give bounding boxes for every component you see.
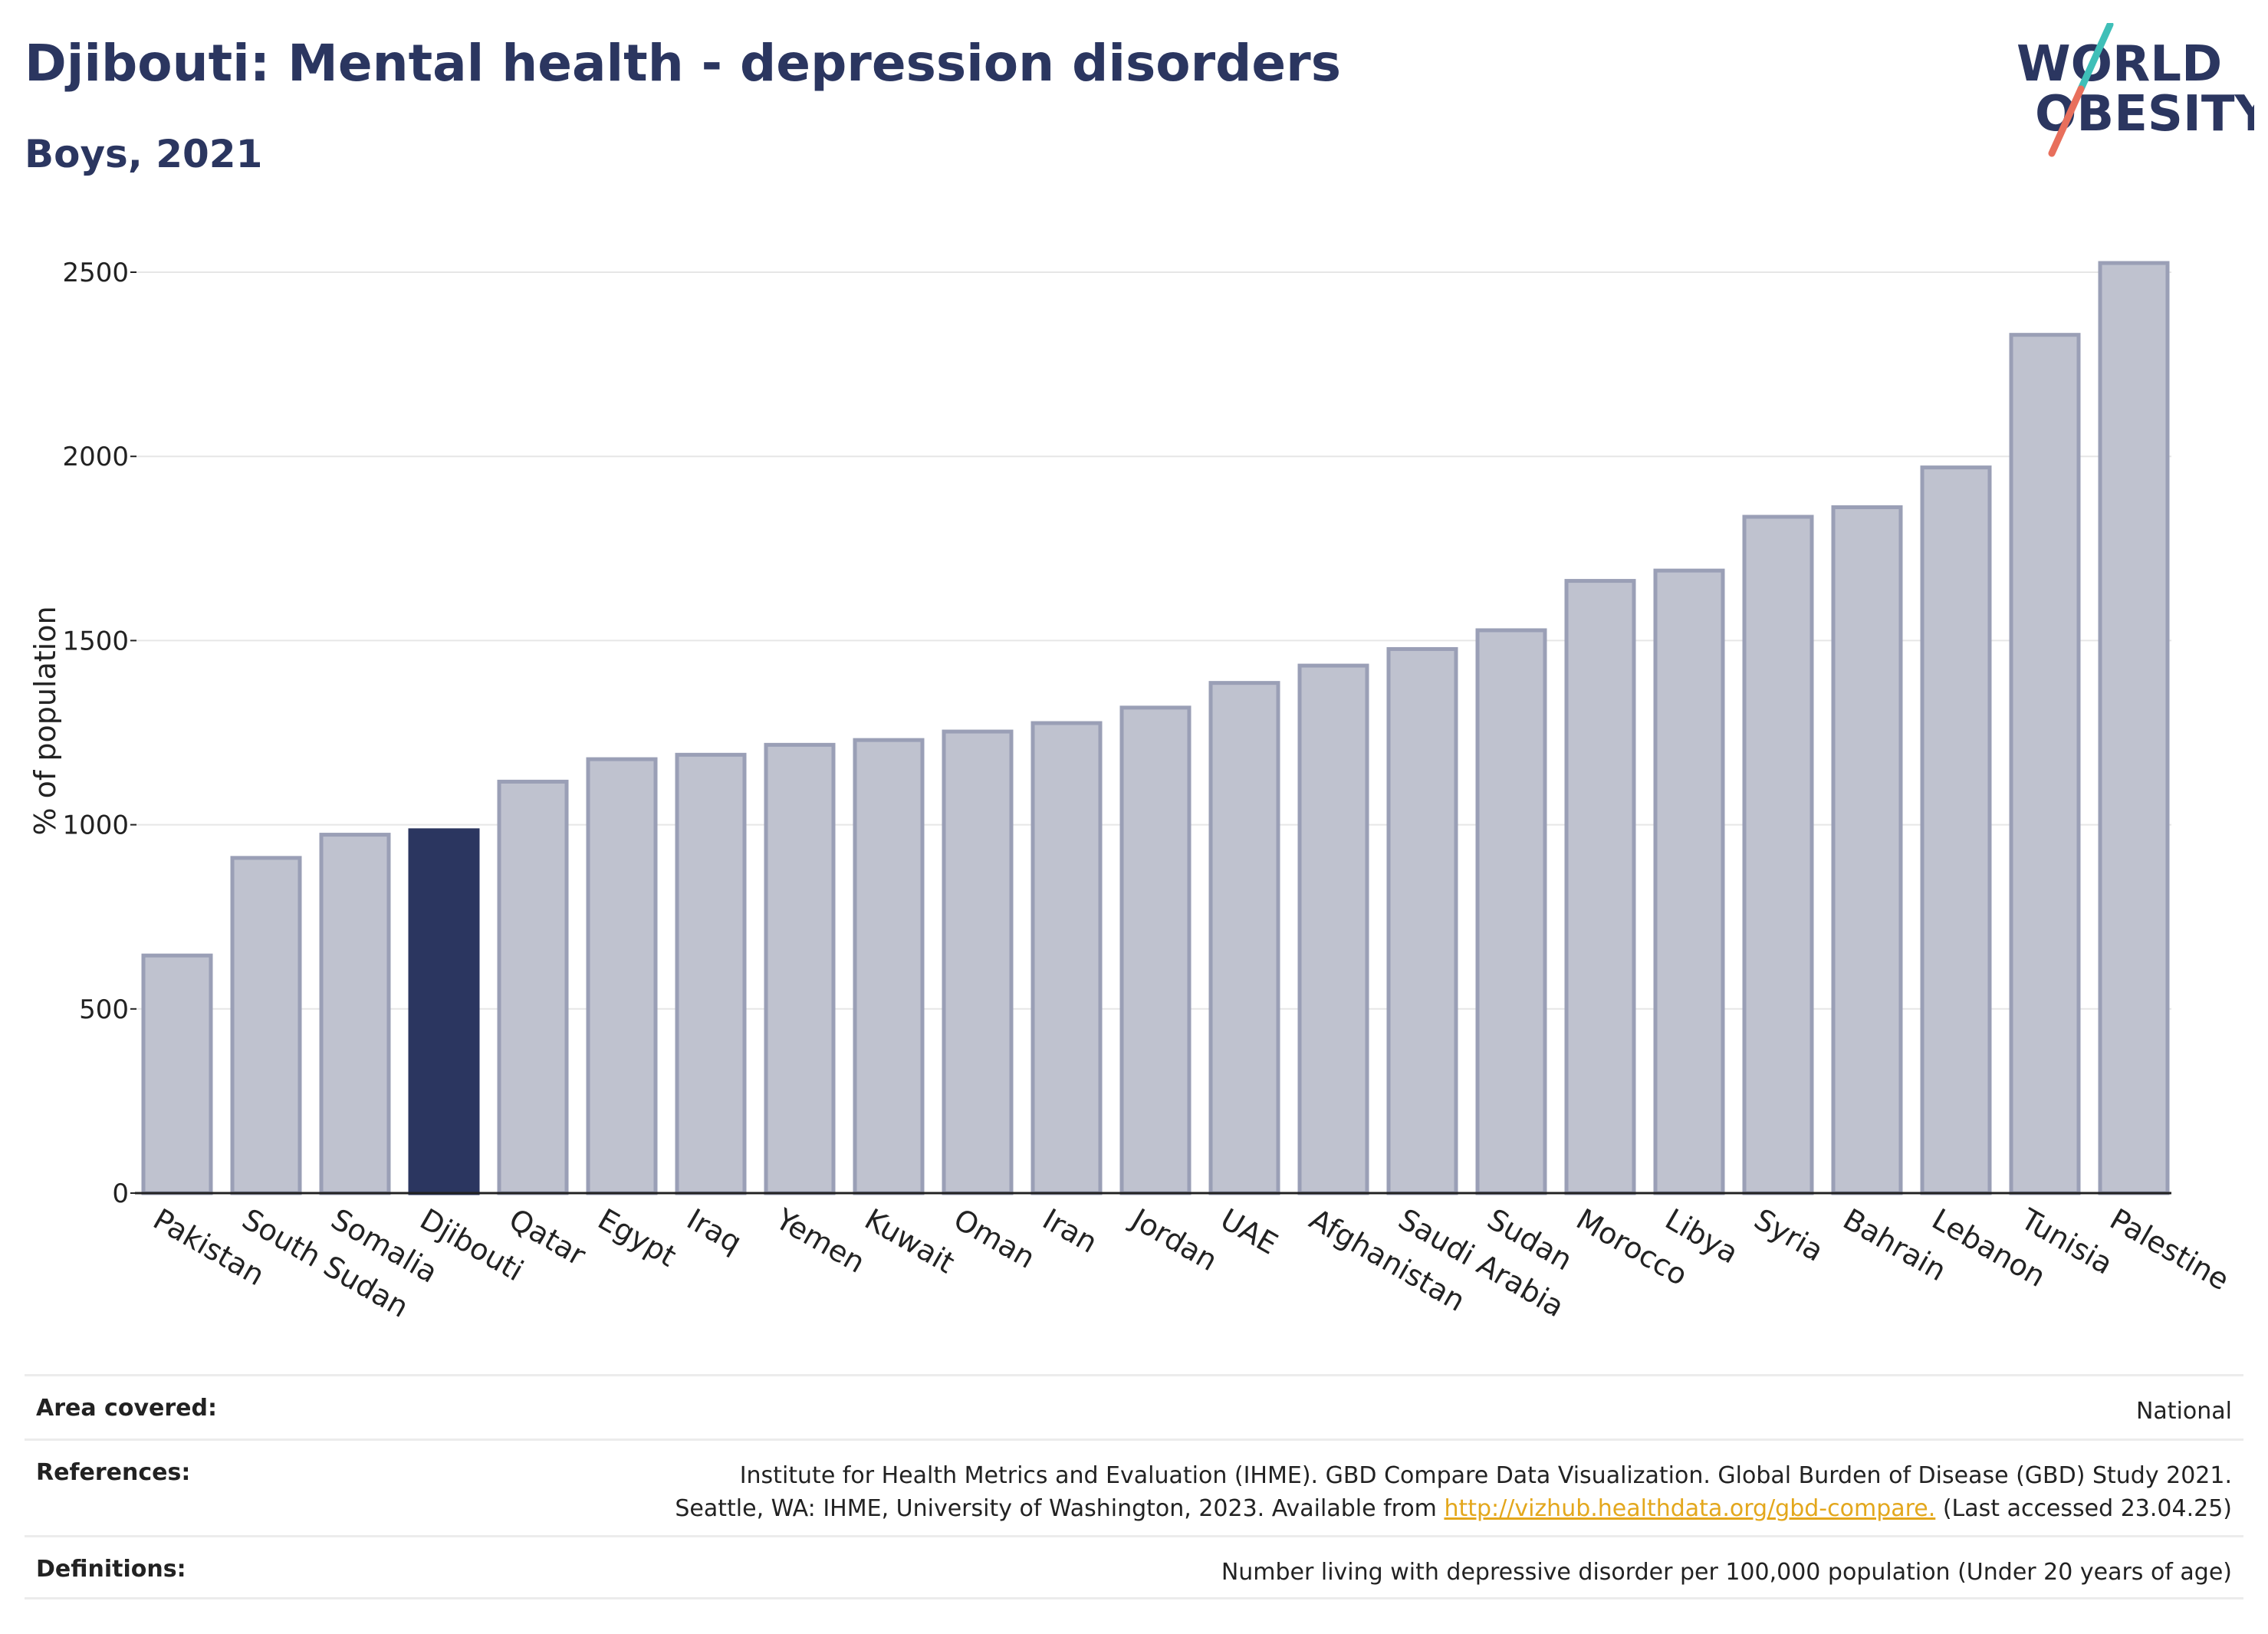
y-tick-label: 2500	[62, 258, 129, 288]
x-tick-label: Yemen	[770, 1202, 871, 1280]
bar-yemen	[764, 742, 836, 1195]
x-tick-label: Egypt	[593, 1202, 682, 1274]
bar-kuwait	[853, 738, 925, 1195]
logo-slash-teal	[2077, 23, 2114, 93]
references-line2-suffix: (Last accessed 23.04.25)	[1935, 1495, 2232, 1522]
bar-lebanon	[1920, 465, 1992, 1195]
footer-row-references: References: Institute for Health Metrics…	[25, 1438, 2243, 1535]
bars	[141, 261, 2170, 1195]
x-tick-label: Syria	[1749, 1202, 1829, 1268]
bar-afghanistan	[1297, 663, 1369, 1195]
bar-bahrain	[1831, 505, 1903, 1195]
bar-jordan	[1119, 705, 1192, 1195]
references-line2-prefix: Seattle, WA: IHME, University of Washing…	[675, 1495, 1445, 1522]
x-tick-label: Bahrain	[1838, 1202, 1952, 1288]
chart-subtitle: Boys, 2021	[25, 132, 263, 176]
y-tick-label: 500	[79, 995, 129, 1025]
bar-libya	[1653, 568, 1725, 1195]
bar-tunisia	[2009, 333, 2081, 1195]
bar-egypt	[586, 757, 658, 1195]
bar-syria	[1742, 515, 1814, 1195]
y-tick-label: 0	[112, 1179, 129, 1209]
bar-djibouti	[408, 828, 480, 1195]
area-covered-value: National	[2135, 1398, 2232, 1425]
bar-qatar	[497, 779, 569, 1195]
logo-text-world: WORLD	[2017, 36, 2222, 93]
bar-south-sudan	[230, 856, 302, 1195]
x-tick-label: Palestine	[2105, 1202, 2235, 1297]
x-tick-label: Kuwait	[860, 1202, 961, 1281]
bar-pakistan	[141, 953, 213, 1195]
footer-row-area: Area covered: National	[25, 1374, 2243, 1438]
references-link[interactable]: http://vizhub.healthdata.org/gbd-compare…	[1444, 1495, 1936, 1522]
y-tick-label: 2000	[62, 442, 129, 472]
definitions-label: Definitions:	[36, 1556, 186, 1583]
y-axis-ticks: 0 500 1000 1500 2000 2500	[62, 258, 136, 1209]
bar-uae	[1208, 681, 1280, 1195]
references-line1: Institute for Health Metrics and Evaluat…	[739, 1462, 2232, 1489]
references-value: Institute for Health Metrics and Evaluat…	[675, 1459, 2232, 1525]
y-tick-label: 1000	[62, 810, 129, 841]
x-tick-label: Oman	[948, 1202, 1041, 1275]
footer-row-definitions: Definitions: Number living with depressi…	[25, 1535, 2243, 1599]
bar-iraq	[675, 752, 747, 1195]
world-obesity-logo: WORLD OBESITY	[2017, 23, 2254, 157]
y-axis-title: % of population	[28, 606, 62, 835]
references-label: References:	[36, 1459, 191, 1486]
x-tick-label: Iraq	[682, 1202, 748, 1260]
area-covered-label: Area covered:	[36, 1395, 217, 1422]
x-tick-label: Iran	[1037, 1202, 1103, 1260]
x-tick-label: Jordan	[1125, 1202, 1223, 1278]
bar-palestine	[2098, 261, 2170, 1195]
bar-somalia	[319, 833, 391, 1195]
bar-iran	[1030, 721, 1103, 1195]
chart-title: Djibouti: Mental health - depression dis…	[25, 34, 1341, 93]
bar-sudan	[1475, 628, 1547, 1195]
y-tick-label: 1500	[62, 626, 129, 656]
logo-slash-coral	[2048, 85, 2085, 157]
bar-oman	[942, 729, 1014, 1195]
bar-morocco	[1564, 579, 1636, 1195]
footer-table: Area covered: National References: Insti…	[25, 1374, 2243, 1599]
bar-saudi-arabia	[1386, 646, 1458, 1195]
x-tick-label: UAE	[1215, 1202, 1284, 1261]
definitions-value: Number living with depressive disorder p…	[1221, 1559, 2232, 1586]
